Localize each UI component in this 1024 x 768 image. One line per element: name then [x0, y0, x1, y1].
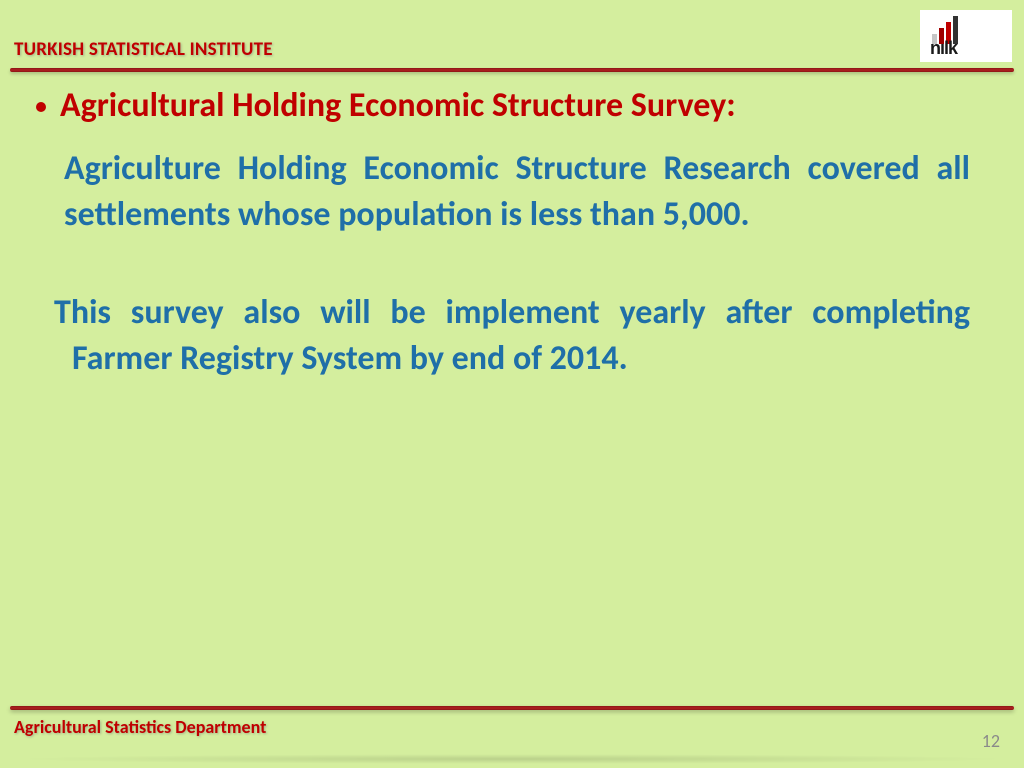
slide-content: Agricultural Holding Economic Structure …: [0, 84, 1024, 382]
institute-title: TURKISH STATISTICAL INSTITUTE: [14, 38, 273, 61]
logo-container: nılk: [920, 10, 1012, 62]
tuik-logo-icon: nılk: [926, 16, 1006, 56]
footer-divider: [10, 706, 1014, 710]
footer-department-label: Agricultural Statistics Department: [14, 716, 266, 738]
paragraph-1: Agriculture Holding Economic Structure R…: [64, 146, 970, 238]
bullet-item: Agricultural Holding Economic Structure …: [54, 84, 970, 128]
page-number: 12: [982, 730, 1000, 752]
footer-shadow: [10, 754, 1014, 764]
bullet-title: Agricultural Holding Economic Structure …: [60, 84, 736, 128]
bullet-marker-icon: [36, 102, 46, 112]
paragraph-2: This survey also will be implement yearl…: [72, 290, 970, 382]
slide-header: TURKISH STATISTICAL INSTITUTE nılk: [0, 0, 1024, 74]
header-divider: [10, 68, 1014, 72]
svg-text:nılk: nılk: [930, 38, 959, 56]
